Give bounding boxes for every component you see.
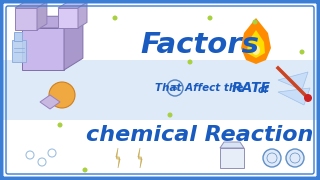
Polygon shape (15, 8, 37, 30)
Polygon shape (278, 72, 308, 90)
Text: Factors: Factors (140, 31, 260, 59)
Bar (220, 148, 244, 168)
Circle shape (58, 123, 62, 127)
Polygon shape (247, 30, 265, 58)
Polygon shape (58, 8, 78, 28)
Polygon shape (241, 18, 271, 64)
Bar (0, 0, 320, 60)
Bar (12, 40, 26, 62)
Bar (0, 60, 320, 120)
Circle shape (300, 50, 305, 55)
Circle shape (252, 19, 258, 24)
Polygon shape (220, 142, 244, 148)
Text: G: G (172, 85, 178, 91)
Circle shape (83, 168, 87, 172)
Polygon shape (278, 88, 310, 105)
Polygon shape (22, 28, 64, 70)
Circle shape (286, 149, 304, 167)
Polygon shape (116, 148, 120, 168)
Bar (14, 32, 22, 41)
Polygon shape (78, 2, 87, 28)
Text: RATE: RATE (232, 81, 271, 95)
Polygon shape (58, 2, 87, 8)
Circle shape (304, 94, 312, 102)
Polygon shape (37, 2, 47, 30)
Polygon shape (22, 16, 83, 28)
Polygon shape (40, 95, 60, 109)
Circle shape (207, 15, 212, 21)
Circle shape (49, 82, 75, 108)
Circle shape (113, 15, 117, 21)
Circle shape (188, 60, 193, 64)
Polygon shape (64, 16, 83, 70)
Polygon shape (15, 2, 47, 8)
Bar (0, 120, 320, 180)
Text: That Affect the: That Affect the (155, 83, 247, 93)
Polygon shape (138, 148, 142, 168)
Ellipse shape (252, 45, 260, 55)
Text: of: of (258, 85, 269, 95)
Circle shape (167, 112, 172, 118)
Text: chemical Reaction: chemical Reaction (86, 125, 314, 145)
Circle shape (263, 149, 281, 167)
